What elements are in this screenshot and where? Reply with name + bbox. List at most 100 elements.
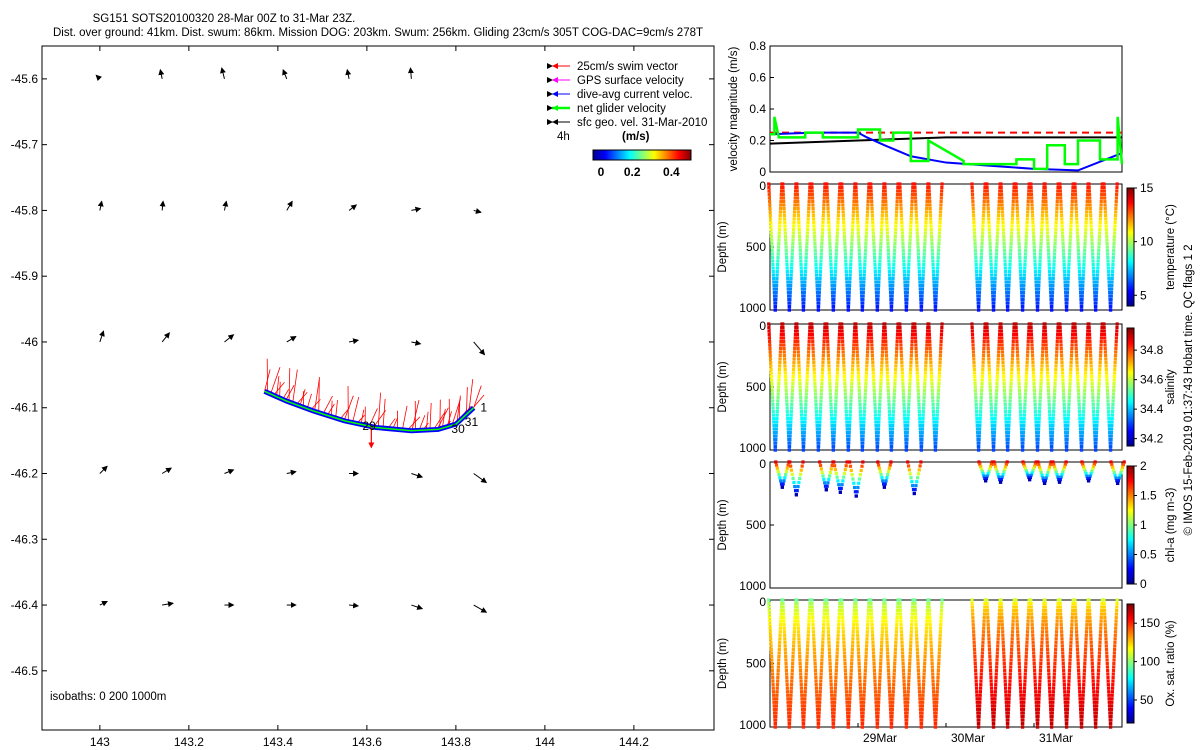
temperature-point: [1014, 182, 1018, 186]
chlorophyll-point: [1001, 473, 1005, 477]
oxygen-point: [863, 672, 867, 676]
temperature-point: [916, 252, 921, 256]
salinity-point: [847, 437, 851, 442]
salinity-point: [1097, 378, 1101, 382]
salinity-point: [874, 423, 878, 428]
oxygen-point: [783, 647, 787, 651]
oxygen-point: [1031, 633, 1035, 637]
oxygen-point: [1042, 605, 1046, 609]
oxygen-point: [825, 608, 829, 613]
temperature-point: [1040, 224, 1044, 228]
temperature-point: [782, 217, 787, 221]
salinity-point: [921, 409, 925, 414]
salinity-point: [786, 430, 791, 435]
salinity-point: [980, 378, 984, 382]
temperature-point: [922, 259, 926, 263]
oxygen-point: [918, 700, 922, 704]
temperature-point: [841, 199, 845, 204]
temperature-point: [878, 259, 882, 263]
oxygen-point: [1041, 626, 1045, 630]
salinity-point: [840, 325, 844, 330]
temperature-point: [1106, 255, 1110, 260]
salinity-point: [891, 416, 895, 421]
temperature-point: [1089, 213, 1093, 218]
temperature-point: [898, 185, 902, 190]
temperature-point: [1095, 273, 1100, 277]
oxygen-point: [906, 700, 910, 704]
oxygen-point: [798, 665, 802, 669]
salinity-point: [851, 350, 856, 354]
temperature-point: [1085, 206, 1089, 211]
oxygen-point: [972, 640, 976, 644]
temperature-point: [1055, 210, 1059, 214]
temperature-point: [1082, 255, 1086, 260]
temperature-point: [828, 252, 833, 256]
temperature-point: [1115, 185, 1119, 190]
salinity-point: [1082, 406, 1086, 410]
oxygen-point: [927, 612, 932, 616]
temperature-point: [864, 234, 868, 239]
temperature-point: [806, 213, 810, 218]
salinity-point: [833, 406, 838, 410]
oxygen-point: [798, 658, 802, 662]
chlorophyll-point: [906, 464, 911, 468]
oxygen-point: [841, 623, 845, 627]
temperature-point: [979, 259, 983, 263]
temperature-point: [981, 227, 985, 232]
oxygen-point: [1024, 665, 1028, 669]
temperature-point: [823, 189, 827, 193]
temperature-point: [1094, 294, 1098, 298]
salinity-point: [895, 343, 899, 347]
chlorophyll-point: [1089, 472, 1093, 476]
oxygen-point: [1018, 683, 1022, 687]
temperature-point: [907, 248, 912, 253]
temperature-point: [905, 287, 910, 291]
salinity-point: [1081, 413, 1085, 417]
temperature-point: [1027, 182, 1031, 186]
salinity-point: [971, 346, 975, 351]
temperature-point: [804, 262, 808, 267]
oxygen-point: [925, 608, 930, 613]
salinity-point: [1006, 430, 1011, 435]
oxygen-point: [812, 647, 816, 651]
temperature-point: [1113, 220, 1117, 225]
oxygen-point: [1002, 654, 1006, 659]
salinity-point: [1043, 329, 1047, 333]
temperature-point: [1006, 304, 1010, 309]
temperature-point: [811, 206, 815, 211]
temperature-point: [864, 238, 868, 242]
salinity-point: [833, 416, 837, 421]
oxygen-point: [785, 683, 789, 687]
temperature-point: [878, 255, 882, 260]
salinity-point: [877, 413, 881, 417]
salinity-point: [1033, 406, 1037, 410]
temperature-point: [888, 290, 893, 295]
salinity-point: [1024, 374, 1029, 379]
temperature-point: [1003, 266, 1007, 270]
temperature-point: [1016, 224, 1020, 228]
temperature-point: [866, 192, 871, 197]
temperature-point: [975, 280, 979, 284]
oxygen-point: [938, 644, 942, 648]
oxygen-point: [774, 707, 778, 711]
salinity-point: [795, 329, 799, 333]
oxygen-point: [791, 658, 795, 662]
oxygen-colorbar: [1126, 603, 1135, 724]
temperature-point: [996, 224, 1000, 228]
salinity-point: [1033, 402, 1037, 407]
oxygen-point: [989, 683, 993, 687]
temperature-point: [770, 255, 775, 260]
temperature-point: [1100, 182, 1104, 186]
salinity-point: [999, 322, 1003, 326]
temperature-point: [787, 308, 791, 312]
chlorophyll-point: [917, 468, 921, 472]
oxygen-point: [837, 608, 842, 613]
temperature-point: [869, 189, 873, 193]
oxygen-point: [878, 668, 882, 673]
chlorophyll-point: [1036, 460, 1040, 464]
temperature-point: [923, 238, 927, 242]
oxygen-point: [829, 683, 833, 687]
oxygen-point: [886, 654, 890, 659]
salinity-point: [1077, 402, 1081, 407]
salinity-point: [1056, 325, 1060, 330]
